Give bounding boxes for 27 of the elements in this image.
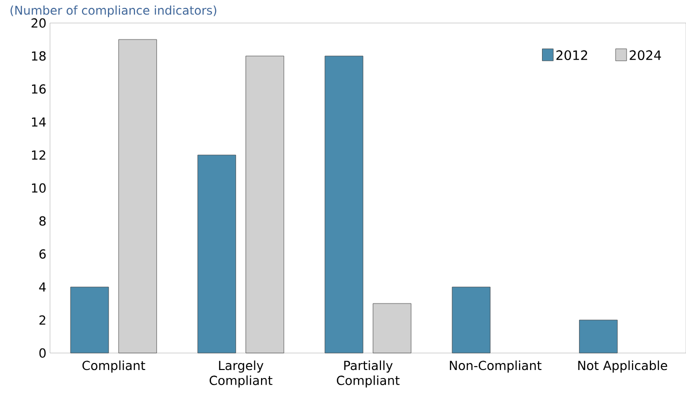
x-tick-label: Not Applicable [578, 360, 668, 373]
bar [198, 154, 236, 354]
y-tick-label: 18 [32, 51, 46, 61]
x-tick-label: Largely Compliant [210, 360, 272, 388]
bar [70, 286, 109, 354]
y-tick-label: 20 [32, 18, 46, 28]
y-tick-label: 6 [39, 249, 46, 259]
bar [118, 39, 157, 354]
legend-label: 2012 [556, 50, 588, 60]
bar [452, 286, 490, 354]
y-tick-label: 4 [39, 282, 46, 292]
x-tick-label: Partially Compliant [336, 360, 400, 388]
y-tick-label: 8 [39, 216, 46, 226]
y-tick-label: 16 [32, 84, 46, 94]
bar [579, 320, 618, 354]
y-tick-label: 2 [39, 315, 46, 325]
bar [372, 303, 412, 354]
x-tick-label: Compliant [82, 360, 146, 373]
y-tick-label: 14 [32, 117, 46, 127]
chart-subtitle: (Number of compliance indicators) [10, 6, 216, 18]
y-tick-label: 12 [32, 150, 46, 160]
bar [246, 56, 284, 354]
y-tick-label: 0 [39, 348, 46, 358]
bar [324, 56, 364, 354]
x-tick-label: Non-Compliant [450, 360, 542, 373]
y-tick-label: 10 [32, 183, 46, 193]
legend-label: 2024 [630, 50, 662, 60]
